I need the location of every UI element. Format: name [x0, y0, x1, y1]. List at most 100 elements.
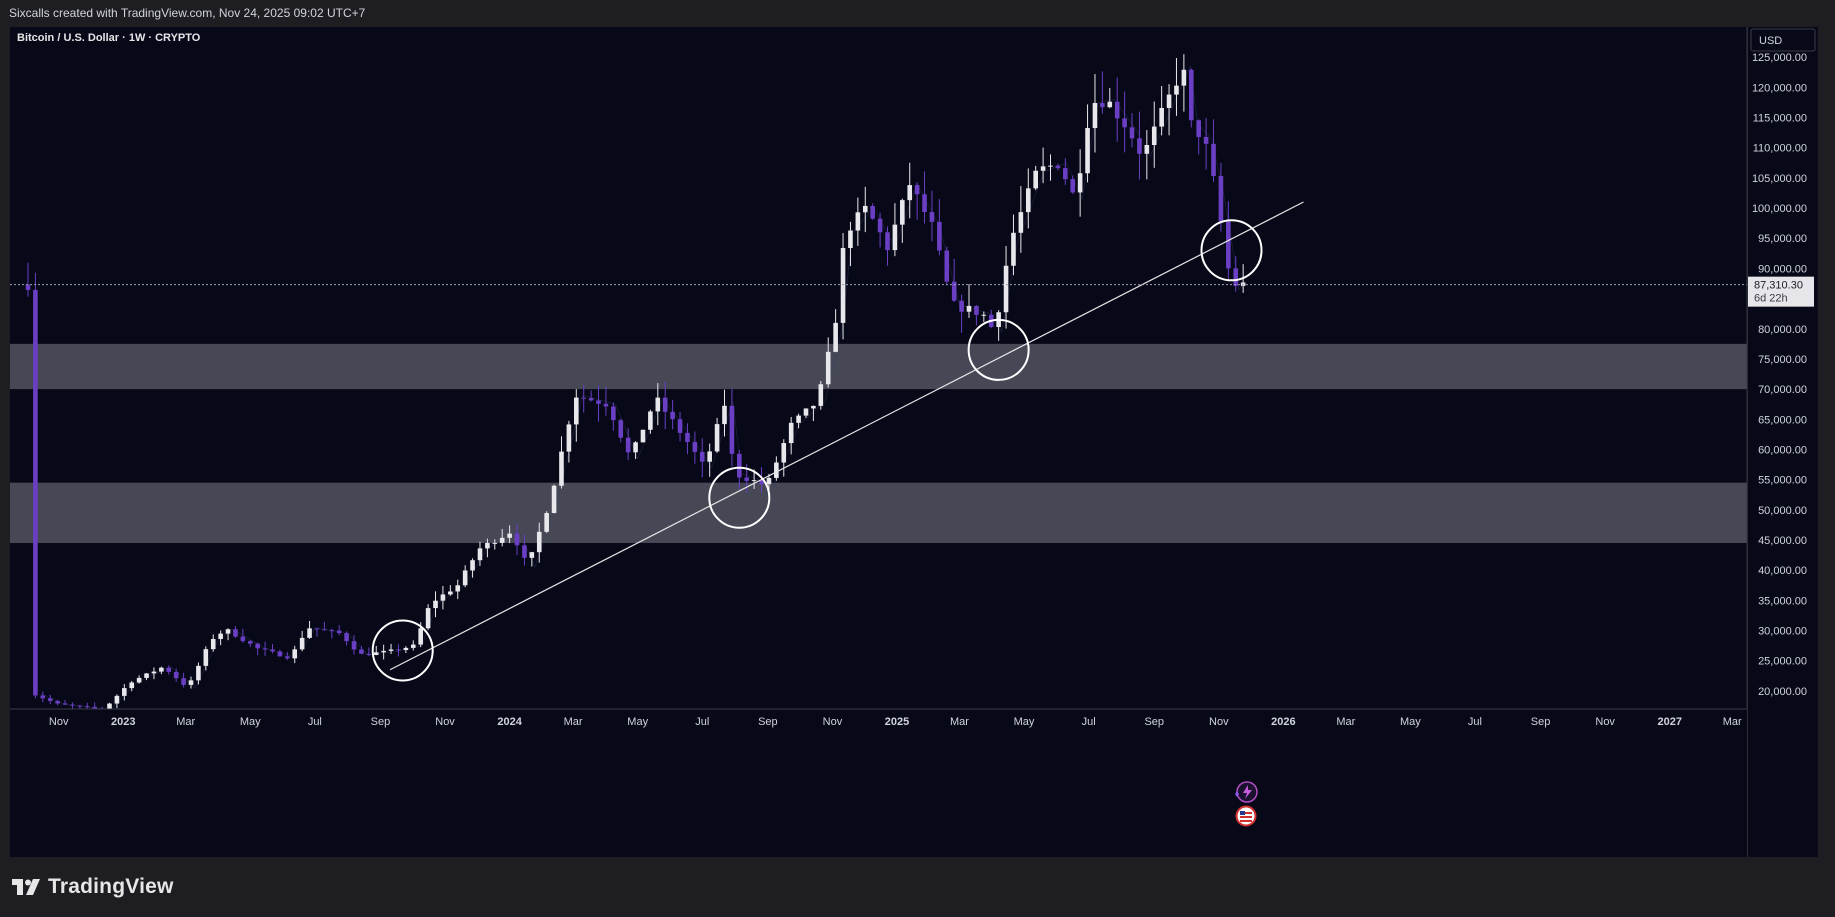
candle-body [833, 322, 838, 352]
candle-body [966, 305, 972, 312]
candle-body [544, 513, 549, 532]
bearish-candle [396, 644, 401, 657]
candle-body [611, 406, 616, 421]
bullish-candle [529, 551, 535, 567]
x-tick-label: Mar [176, 716, 195, 728]
candle-body [588, 398, 594, 401]
x-tick-label: Nov [1209, 716, 1229, 728]
candle-body [699, 451, 705, 462]
candle-body [759, 480, 764, 485]
price-chart[interactable]: Nov 2023 Mar May Jul Sep Nov 2024 Mar May Jul Sep No… [10, 27, 1835, 857]
bullish-candle [536, 522, 542, 563]
y-tick-label: 95,000.00 [1758, 233, 1807, 245]
candle-body [203, 649, 209, 666]
candle-body [285, 656, 290, 659]
candle-body [225, 629, 231, 634]
bearish-candle [929, 190, 935, 242]
candle-body [1137, 138, 1142, 154]
bearish-candle [77, 704, 83, 709]
candle-body [596, 400, 601, 404]
x-tick-label: 2024 [497, 716, 522, 728]
bearish-candle [1211, 119, 1216, 182]
candle-body [173, 671, 179, 679]
y-tick-label: 20,000.00 [1758, 686, 1807, 698]
bearish-candle [336, 625, 342, 636]
candle-body [1040, 166, 1046, 171]
candle-body [247, 641, 253, 644]
candle-body [1181, 69, 1187, 86]
candle-body [825, 351, 831, 385]
bullish-candle [373, 645, 379, 656]
last-price-value: 87,310.30 [1754, 280, 1803, 292]
candle-body [1166, 94, 1172, 108]
currency-button[interactable]: USD [1750, 28, 1816, 52]
bullish-candle [566, 420, 572, 463]
candle-body [1025, 188, 1031, 213]
candle-body [1070, 179, 1076, 193]
bearish-candle [1203, 117, 1209, 170]
bullish-candle [573, 389, 579, 442]
candle-body [292, 649, 298, 659]
candle-body [1203, 136, 1209, 144]
flash-event-icon[interactable] [1235, 781, 1258, 803]
candle-body [914, 185, 920, 195]
candle-body [1226, 221, 1231, 269]
candle-body [129, 682, 135, 689]
candle-body [299, 637, 305, 650]
candle-body [1211, 143, 1216, 177]
candle-body [181, 678, 186, 685]
bullish-candle [403, 646, 409, 654]
bullish-candle [485, 538, 490, 558]
last-price-countdown: 6d 22h [1754, 293, 1788, 305]
bearish-candle [47, 694, 53, 705]
tradingview-logo[interactable]: TradingView [12, 875, 174, 899]
y-tick-label: 90,000.00 [1758, 263, 1807, 275]
bullish-candle [796, 413, 801, 429]
candle-body [677, 419, 683, 433]
candle-body [477, 548, 483, 561]
bullish-candle [203, 646, 209, 671]
candle-body [737, 453, 742, 478]
candle-body [1144, 145, 1150, 154]
candle-body [1003, 265, 1009, 313]
x-tick-label: May [240, 716, 261, 728]
bullish-candle [811, 405, 816, 422]
y-tick-label: 35,000.00 [1758, 595, 1807, 607]
candle-body [818, 384, 824, 406]
candle-body [322, 629, 327, 631]
bullish-candle [448, 585, 453, 596]
time-axis-bg [10, 709, 1747, 857]
candle-body [144, 673, 149, 678]
x-tick-label: Mar [950, 716, 969, 728]
candle-body [566, 424, 572, 452]
price-axis-bg [1748, 27, 1818, 857]
candle-body [811, 405, 816, 409]
bullish-candle [477, 541, 483, 566]
candle-body [1055, 165, 1061, 169]
bearish-candle [611, 402, 616, 431]
candle-body [159, 667, 164, 672]
bullish-candle [144, 673, 149, 681]
y-tick-label: 100,000.00 [1752, 203, 1807, 215]
candle-body [855, 212, 861, 231]
bearish-candle [240, 628, 246, 643]
bearish-candle [951, 258, 957, 303]
last-price-badge [1748, 276, 1814, 307]
candle-body [1018, 212, 1024, 233]
bullish-candle [1040, 147, 1046, 184]
tradingview-logo-icon [12, 879, 40, 895]
bullish-candle [1151, 101, 1157, 168]
bearish-candle [729, 388, 735, 467]
candle-body [388, 649, 394, 651]
us-flag-event-icon[interactable] [1235, 805, 1257, 827]
bullish-candle [1048, 154, 1053, 181]
candle-body [670, 411, 675, 420]
candle-body [233, 629, 238, 637]
bullish-candle [966, 284, 972, 318]
bullish-candle [1085, 104, 1090, 183]
bullish-candle [633, 441, 638, 459]
bearish-candle [885, 226, 890, 266]
bearish-candle [685, 423, 690, 455]
candle-body [618, 420, 624, 438]
y-tick-label: 55,000.00 [1758, 475, 1807, 487]
